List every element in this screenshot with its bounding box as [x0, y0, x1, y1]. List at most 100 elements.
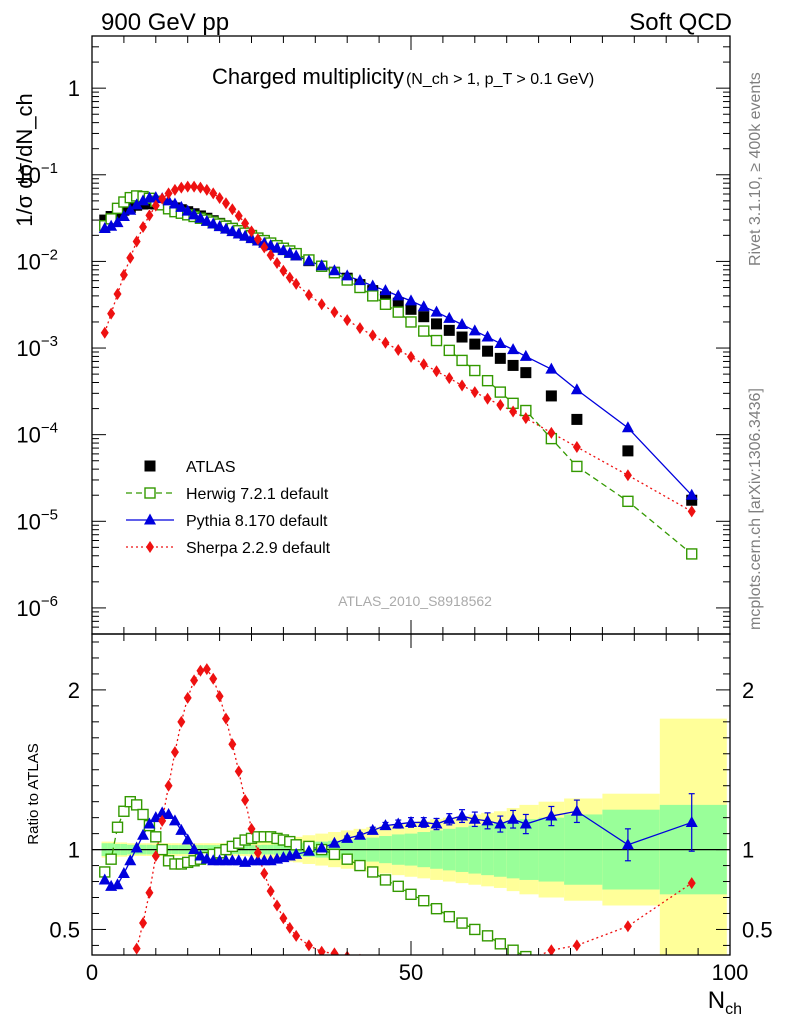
main-point-sherpa	[445, 372, 454, 385]
analysis-id: ATLAS_2010_S8918562	[338, 593, 492, 609]
ratio-point-herwig	[481, 930, 494, 942]
main-point-sherpa	[687, 505, 696, 518]
main-point-pythia	[105, 219, 118, 231]
main-point-sherpa	[107, 307, 116, 320]
main-point-atlas	[507, 359, 519, 371]
ratio-point-sherpa	[292, 929, 301, 942]
main-point-sherpa	[432, 365, 441, 378]
main-point-sherpa	[368, 329, 377, 342]
main-point-atlas	[494, 352, 506, 364]
ratio-point-sherpa	[177, 715, 186, 728]
main-point-sherpa	[343, 314, 352, 327]
ratio-y-tick-label-right: 2	[742, 678, 754, 703]
ratio-point-herwig	[469, 923, 481, 936]
legend-marker	[144, 513, 156, 525]
x-tick-label: 50	[399, 960, 423, 985]
ratio-point-pythia	[366, 823, 379, 835]
main-point-sherpa	[209, 187, 218, 200]
ratio-point-sherpa	[273, 899, 282, 912]
main-point-herwig	[392, 306, 404, 318]
main-point-herwig	[367, 290, 379, 302]
main-point-sherpa	[292, 277, 301, 290]
main-point-pythia	[417, 300, 430, 312]
main-y-ticks: 10−6 10−5 10−4 10−3 10−2 10−1 1	[16, 35, 731, 635]
main-point-pythia	[200, 214, 213, 226]
main-point-sherpa	[113, 288, 122, 301]
main-point-pythia	[219, 222, 232, 234]
ratio-point-sherpa	[215, 690, 224, 703]
main-title-text: Charged multiplicity	[212, 64, 404, 89]
main-panel: Charged multiplicity (N_ch > 1, p_T > 0.1…	[12, 35, 731, 635]
main-title-suffix: (N_ch > 1, p_T > 0.1 GeV)	[406, 71, 594, 88]
ratio-point-pythia	[162, 807, 175, 819]
ratio-point-pythia	[302, 844, 315, 856]
ratio-point-pythia	[417, 815, 430, 827]
ratio-point-pythia	[130, 841, 143, 853]
ratio-point-sherpa	[330, 947, 339, 955]
ratio-point-sherpa	[101, 995, 109, 1007]
main-point-pythia	[328, 264, 341, 276]
main-point-sherpa	[521, 412, 530, 425]
main-point-sherpa	[221, 197, 230, 210]
main-point-herwig	[686, 548, 698, 560]
main-point-sherpa	[470, 386, 479, 399]
ratio-point-sherpa	[381, 957, 389, 969]
legend-entry-pythia: Pythia 8.170 default	[126, 513, 328, 530]
ratio-point-sherpa	[445, 959, 453, 971]
ratio-point-sherpa	[228, 738, 237, 751]
main-point-atlas	[431, 318, 443, 330]
main-y-axis-label: 1/σ dσ/dN_ch	[12, 93, 37, 227]
ratio-point-herwig	[456, 917, 468, 929]
main-y-tick-label: 10−4	[16, 420, 58, 448]
legend: ATLAS Herwig 7.2.1 default Pythia 8.170 de…	[126, 459, 331, 557]
main-point-atlas	[571, 413, 583, 425]
main-point-pythia	[443, 311, 456, 323]
ratio-point-pythia	[519, 817, 532, 829]
ratio-point-sherpa	[158, 814, 167, 827]
ratio-point-sherpa	[623, 920, 632, 933]
main-point-atlas	[469, 338, 481, 350]
main-point-herwig	[111, 202, 124, 215]
ratio-point-sherpa	[190, 674, 199, 687]
main-point-herwig	[494, 386, 507, 398]
main-point-sherpa	[419, 358, 428, 371]
main-point-pythia	[239, 229, 252, 241]
x-tick-label: 0	[86, 960, 98, 985]
main-point-pythia	[405, 294, 417, 306]
ratio-point-herwig	[328, 848, 341, 861]
main-point-sherpa	[253, 233, 262, 246]
main-point-pythia	[283, 246, 296, 258]
main-point-sherpa	[266, 249, 275, 262]
main-point-pythia	[468, 324, 481, 336]
main-point-sherpa	[355, 322, 364, 335]
main-point-herwig	[430, 334, 443, 347]
main-point-herwig	[379, 298, 392, 310]
legend-label: ATLAS	[186, 459, 236, 476]
main-point-sherpa	[483, 392, 492, 405]
main-point-atlas	[392, 297, 404, 309]
main-point-sherpa	[177, 181, 186, 194]
ratio-point-herwig	[354, 859, 366, 872]
main-point-sherpa	[330, 306, 339, 319]
ratio-point-sherpa	[114, 984, 122, 996]
legend-marker	[146, 541, 154, 553]
header-right: Soft QCD	[629, 9, 732, 36]
main-point-sherpa	[247, 225, 256, 238]
main-point-herwig	[622, 495, 634, 508]
ratio-point-pythia	[181, 833, 194, 845]
ratio-point-sherpa	[241, 794, 250, 807]
ratio-point-sherpa	[522, 955, 530, 967]
main-point-atlas	[545, 390, 557, 402]
main-point-sherpa	[164, 187, 173, 200]
x-tick-label: 100	[712, 960, 749, 985]
main-point-pythia	[111, 216, 124, 228]
ratio-point-sherpa	[458, 959, 466, 971]
ratio-point-herwig	[118, 805, 130, 817]
ratio-point-sherpa	[120, 975, 128, 987]
ratio-point-herwig	[392, 880, 404, 893]
ratio-point-pythia	[405, 815, 417, 827]
main-point-sherpa	[215, 191, 224, 204]
header-left: 900 GeV pp	[101, 9, 229, 36]
main-point-sherpa	[100, 326, 109, 339]
